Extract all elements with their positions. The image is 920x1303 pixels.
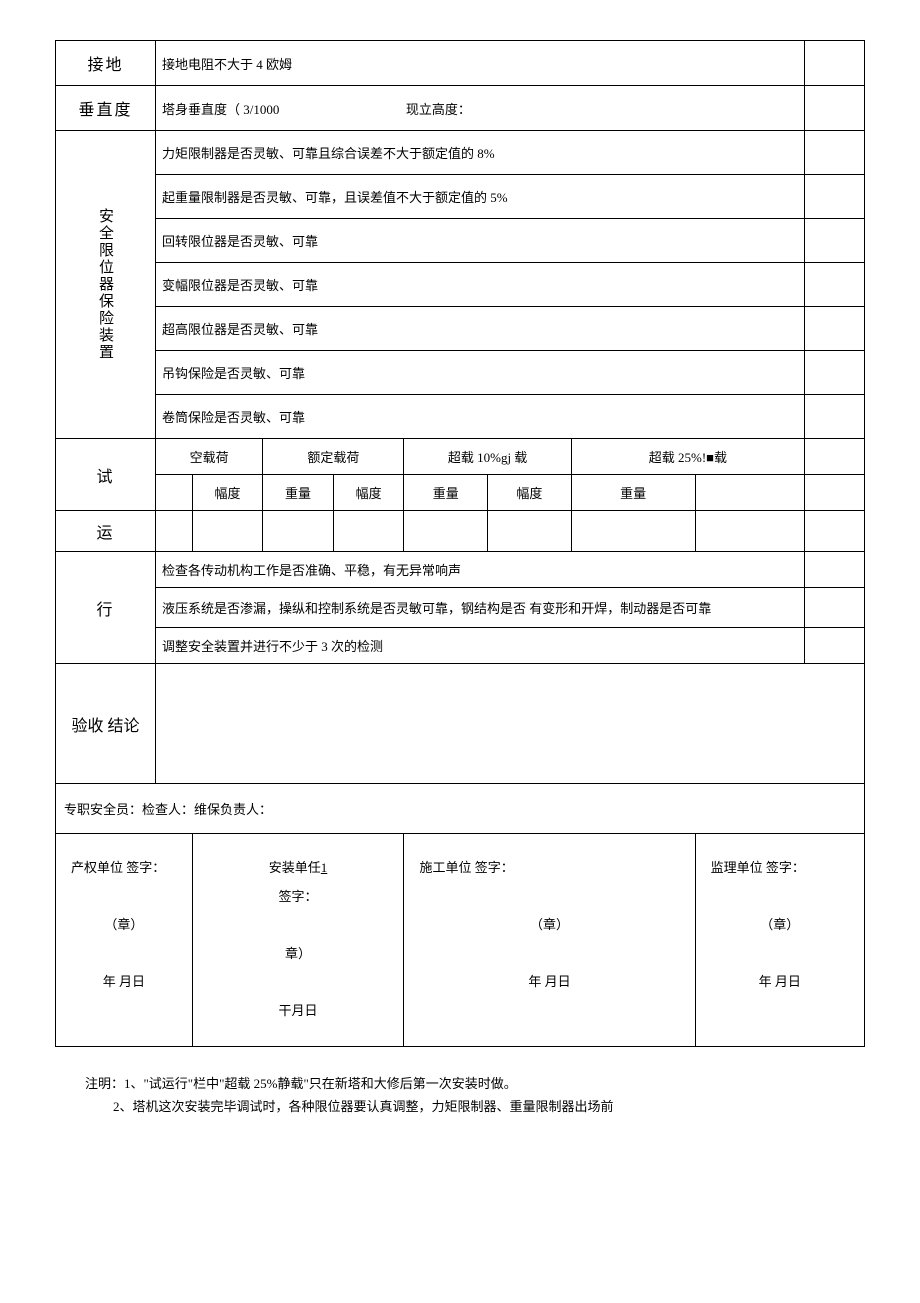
sign-installer-title: 安装单任1 [203,854,394,883]
conclusion-label: 验收 结论 [56,664,156,784]
trial-over10-amp: 幅度 [333,475,404,511]
safety-item-1: 起重量限制器是否灵敏、可靠，且误差值不大于额定值的 5% [156,175,805,219]
trial-label-1: 试 [56,439,156,511]
row-label-verticality: 垂直度 [56,86,156,131]
conclusion-content [156,664,865,784]
notes-line2: 2、塔机这次安装完毕调试时，各种限位器要认真调整，力矩限制器、重量限制器出场前 [85,1095,865,1118]
sign-construction-seal: （章） [414,911,684,940]
trial-data-1 [192,511,263,552]
trial-header-over25: 超载 25%!■载 [571,439,804,475]
trial-data-7 [695,511,804,552]
row-content-grounding: 接地电阻不大于 4 欧姆 [156,41,805,86]
trial-check-1: 液压系统是否渗漏，操纵和控制系统是否灵敏可靠，钢结构是否 有变形和开焊，制动器是… [156,588,805,628]
trial-header-rated: 额定载荷 [263,439,404,475]
trial-rated-amp: 幅度 [192,475,263,511]
trial-check-2: 调整安全装置并进行不少于 3 次的检测 [156,628,805,664]
sign-owner-title: 产权单位 签字： [66,854,182,883]
safety-result-6 [805,395,865,439]
safety-item-3: 变幅限位器是否灵敏、可靠 [156,263,805,307]
safety-item-5: 吊钩保险是否灵敏、可靠 [156,351,805,395]
trial-result-header2 [805,475,865,511]
notes-section: 注明：1、"试运行"栏中"超载 25%静载"只在新塔和大修后第一次安装时做。 2… [55,1072,865,1119]
trial-check-result-2 [805,628,865,664]
verticality-prefix: 塔身垂直度（ 3/1000 [162,102,279,117]
sign-installer-line1: 安装单任 [269,860,321,875]
trial-result-header [805,439,865,475]
sign-installer-date: 干月日 [203,997,394,1026]
trial-empty-blank [156,475,193,511]
trial-check-0: 检查各传动机构工作是否准确、平稳，有无异常响声 [156,552,805,588]
trial-label-2: 运 [56,511,156,552]
row-label-grounding: 接地 [56,41,156,86]
row-result-grounding [805,41,865,86]
trial-header-empty: 空载荷 [156,439,263,475]
verticality-mid: 现立高度： [406,102,471,117]
safety-result-2 [805,219,865,263]
trial-data-6 [571,511,695,552]
row-content-verticality: 塔身垂直度（ 3/1000 现立高度： [156,86,805,131]
safety-item-2: 回转限位器是否灵敏、可靠 [156,219,805,263]
sign-construction-title: 施工单位 签字： [414,854,684,883]
sign-supervisor: 监理单位 签字： （章） 年 月日 [695,834,864,1047]
trial-data-4 [404,511,488,552]
safety-result-0 [805,131,865,175]
inspection-form-table: 接地 接地电阻不大于 4 欧姆 垂直度 塔身垂直度（ 3/1000 现立高度： … [55,40,865,1047]
sign-supervisor-title: 监理单位 签字： [706,854,854,883]
safety-result-3 [805,263,865,307]
sign-owner-seal: （章） [66,911,182,940]
safety-item-4: 超高限位器是否灵敏、可靠 [156,307,805,351]
notes-line1: 注明：1、"试运行"栏中"超载 25%静载"只在新塔和大修后第一次安装时做。 [85,1072,865,1095]
sign-owner-date: 年 月日 [66,968,182,997]
safety-item-6: 卷筒保险是否灵敏、可靠 [156,395,805,439]
sign-supervisor-seal: （章） [706,911,854,940]
sign-construction-date: 年 月日 [414,968,684,997]
trial-label-3: 行 [56,552,156,664]
trial-over10-weight: 重量 [404,475,488,511]
safety-result-1 [805,175,865,219]
sign-installer: 安装单任1 签字： 章） 干月日 [192,834,404,1047]
row-label-safety: 安全限位器保险装置 [56,131,156,439]
trial-data-0 [156,511,193,552]
safety-result-5 [805,351,865,395]
sign-installer-line2: 签字： [203,883,394,912]
trial-check-result-0 [805,552,865,588]
safety-item-0: 力矩限制器是否灵敏、可靠且综合误差不大于额定值的 8% [156,131,805,175]
trial-data-2 [263,511,334,552]
trial-data-5 [488,511,572,552]
sign-supervisor-date: 年 月日 [706,968,854,997]
sign-installer-seal: 章） [203,940,394,969]
trial-header-over10: 超载 10%gj 载 [404,439,571,475]
safety-result-4 [805,307,865,351]
trial-data-3 [333,511,404,552]
sign-owner: 产权单位 签字： （章） 年 月日 [56,834,193,1047]
trial-result-data [805,511,865,552]
signers-row: 专职安全员：检查人：维保负责人： [56,784,865,834]
sign-construction: 施工单位 签字： （章） 年 月日 [404,834,695,1047]
trial-over25-weight: 重量 [571,475,695,511]
row-result-verticality [805,86,865,131]
trial-over25-amp: 幅度 [488,475,572,511]
trial-rated-weight: 重量 [263,475,334,511]
trial-last-blank [695,475,804,511]
trial-check-result-1 [805,588,865,628]
